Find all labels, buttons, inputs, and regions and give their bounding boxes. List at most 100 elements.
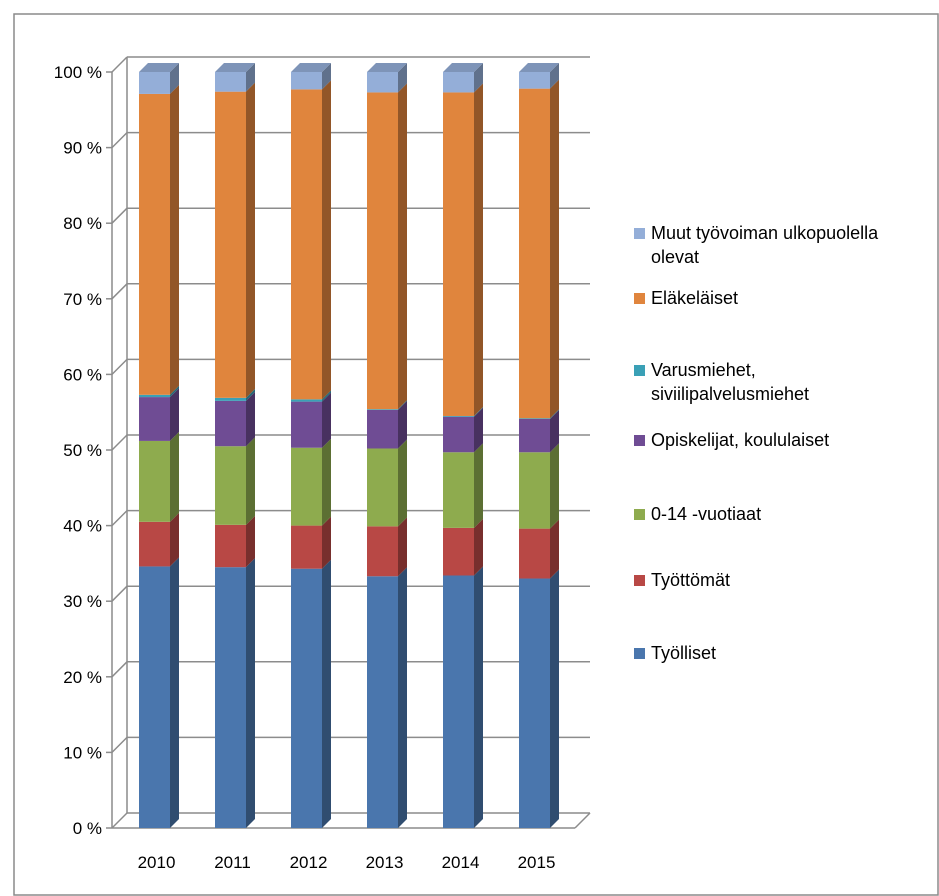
bar-top-face [139,63,179,72]
bar-segment [139,397,170,441]
bar-segment [291,401,322,448]
legend-entry: Työttömät [634,570,730,590]
x-tick-label: 2011 [214,853,251,872]
bar-segment [215,91,246,398]
legend-label: Varusmiehet, [651,360,756,380]
bar-segment [291,447,322,526]
bar-segment-side [398,567,407,828]
bar-segment-side [398,400,407,410]
y-tick-label: 20 % [63,668,102,687]
bar-top-face [443,63,483,72]
bar-segment [519,88,550,419]
bar-segment-side [322,438,331,526]
gridline-depth [111,434,128,451]
bar-segment-side [474,83,483,416]
bar-segment [443,527,474,576]
bar-top-face [367,63,407,72]
bar-segment-side [398,63,407,93]
bar-segment-side [550,410,559,453]
bar-segment [215,72,246,92]
legend: Muut työvoiman ulkopuolella olevat Eläkelä… [634,223,879,663]
bar-segment [519,418,550,420]
bar-segment [443,452,474,528]
y-tick-label: 10 % [63,743,102,762]
bar-segment [215,397,246,401]
y-tick-label: 70 % [63,290,102,309]
bar-segment [291,568,322,828]
bar-segment-side [246,515,255,568]
bar-segment [367,576,398,828]
legend-entry: 0-14 -vuotiaat [634,504,761,524]
legend-swatch [634,575,645,586]
legend-swatch [634,365,645,376]
bar-segment [367,448,398,527]
bar-segment [215,400,246,447]
y-tick-label: 60 % [63,365,102,384]
bar-segment [367,72,398,93]
bar-segment [519,528,550,579]
bar-segment-side [322,392,331,448]
chart-border [13,13,939,896]
bar-segment [139,394,170,398]
bar-segment-side [170,512,179,567]
gridlines [106,56,591,829]
bar-stack-2014 [443,63,483,828]
bar-segment-side [474,566,483,828]
bar-segment [291,72,322,90]
gridline-depth [111,207,128,224]
bar-top-face [215,63,255,72]
bar-segment [519,578,550,828]
bar-segment-side [170,557,179,828]
gridline-depth [111,736,128,753]
bar-segment-side [474,443,483,528]
bar-top-face [519,63,559,72]
bar-segment [139,72,170,94]
bar-segment [367,526,398,577]
floor-edge [574,812,591,829]
bar-segment [291,399,322,402]
y-tick-label: 50 % [63,441,102,460]
gridline-depth [111,585,128,602]
bar-segment-side [246,437,255,525]
bar-segment [291,89,322,400]
x-tick-label: 2015 [518,853,556,872]
bar-segment [215,524,246,568]
gridline-depth [111,132,128,149]
legend-label: olevat [651,247,699,267]
bar-segment-side [170,63,179,94]
y-tick-label: 30 % [63,592,102,611]
legend-swatch [634,293,645,304]
bar-segment-side [474,407,483,453]
y-tick-label: 80 % [63,214,102,233]
gridline-depth [111,812,128,829]
bar-segment-side [474,406,483,417]
bar-segment-side [322,516,331,569]
y-tick-label: 40 % [63,517,102,536]
bar-segment [443,92,474,416]
bar-segment-side [550,519,559,579]
legend-swatch [634,509,645,520]
bar-segment [443,415,474,417]
bar-segment-side [170,385,179,398]
bar-segment-side [170,84,179,395]
bar-segment-side [322,80,331,400]
bar-segment [367,409,398,410]
bar-segment-side [246,388,255,401]
legend-entry: Muut työvoiman ulkopuolella olevat [634,223,879,267]
legend-entry: Varusmiehet, siviilipalvelusmiehet [634,360,809,404]
bars [139,63,559,828]
bar-segment [519,452,550,529]
bar-segment [139,93,170,395]
legend-entry: Työlliset [634,643,716,663]
bar-segment-side [550,569,559,828]
bar-segment-side [474,63,483,93]
bar-segment-side [246,558,255,828]
bar-segment-side [398,517,407,577]
legend-label: Opiskelijat, koululaiset [651,430,829,450]
bar-segment-side [550,63,559,89]
bar-segment [215,567,246,828]
bar-segment-side [550,443,559,529]
bar-segment-side [246,391,255,447]
